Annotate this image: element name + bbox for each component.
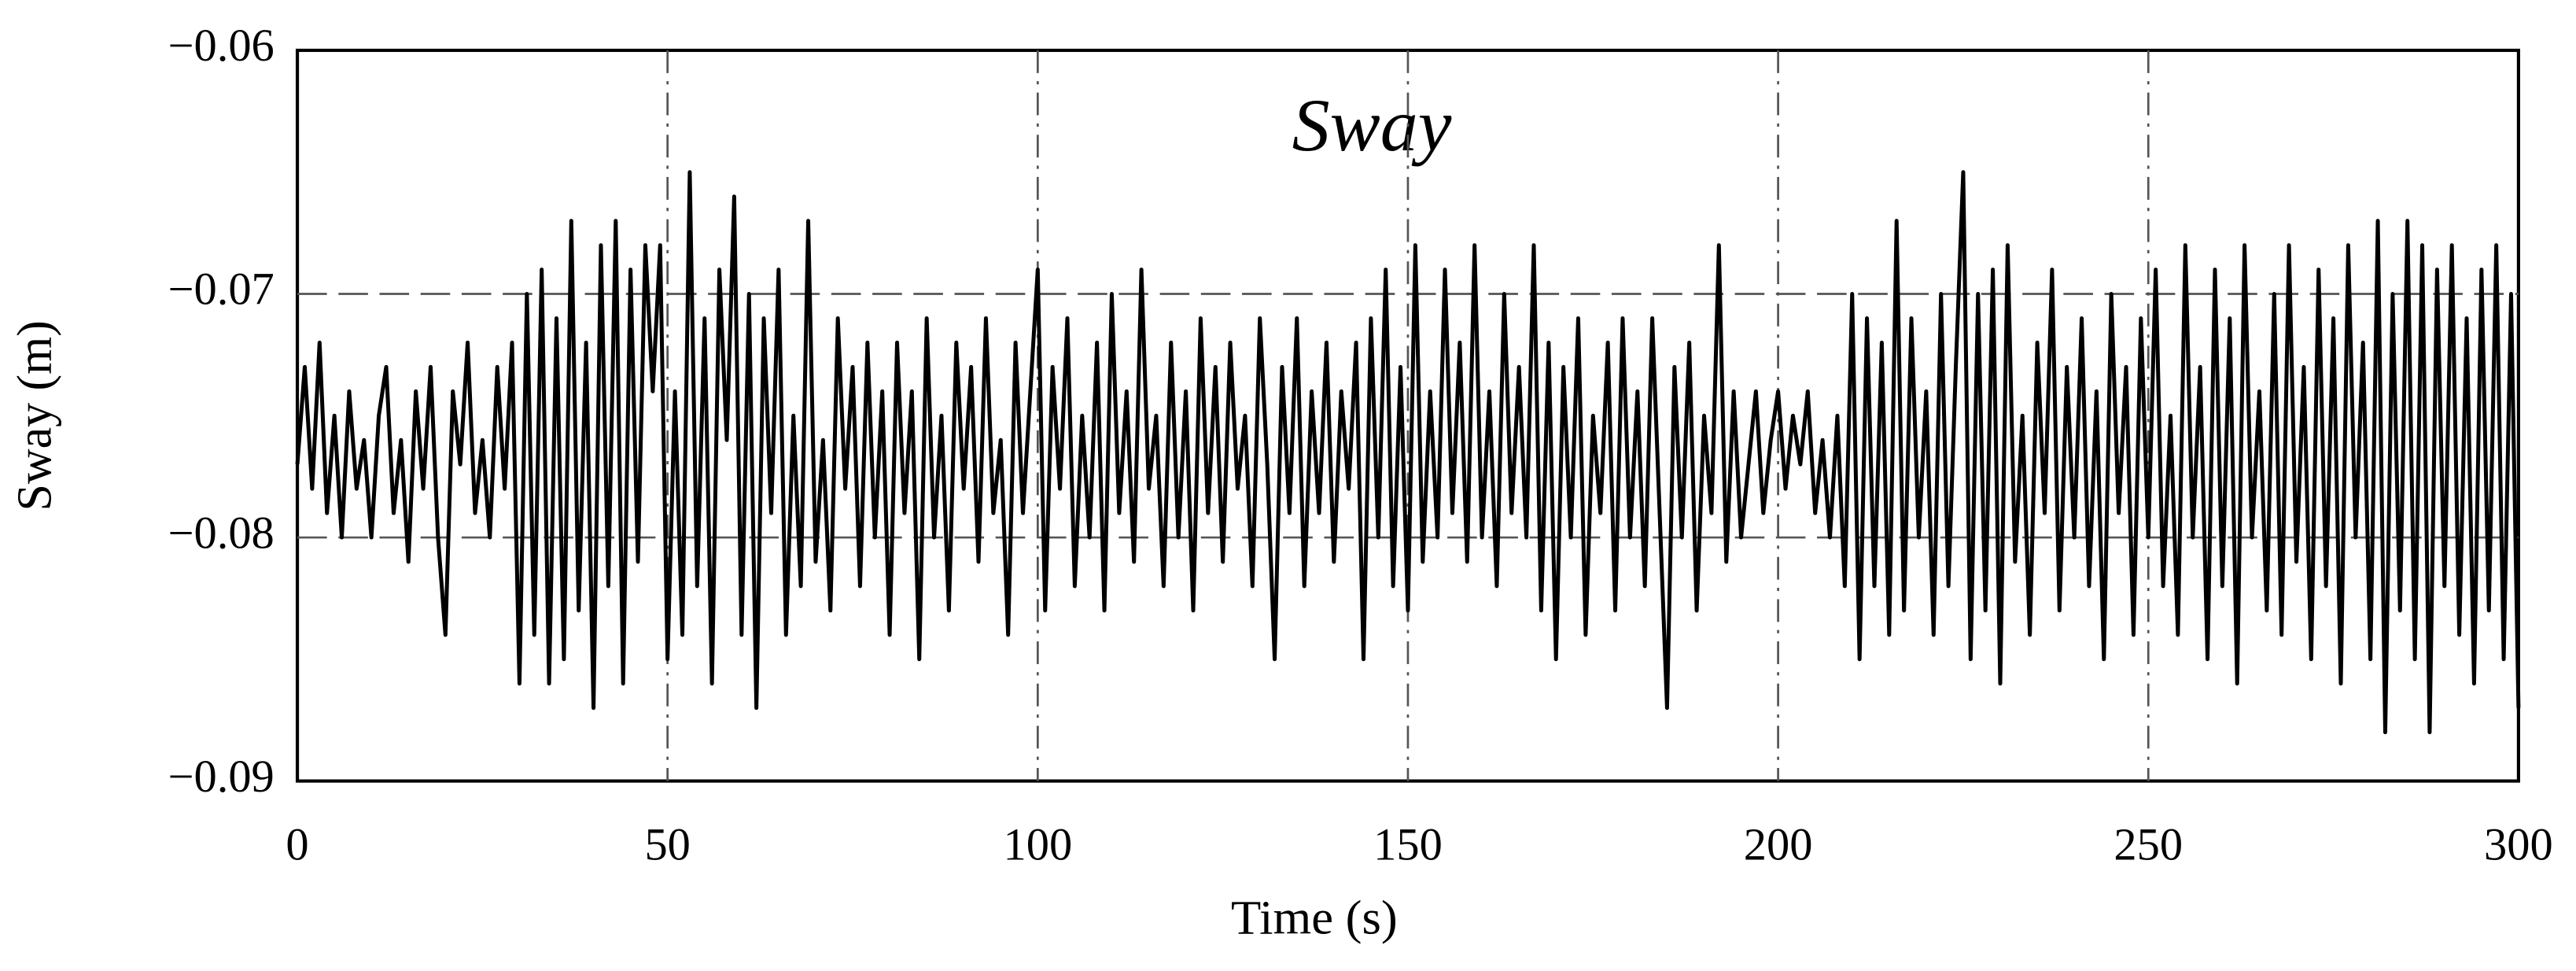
x-tick-label: 50 bbox=[644, 819, 690, 870]
x-tick-label: 0 bbox=[286, 819, 308, 870]
y-axis-label: Sway (m) bbox=[8, 320, 61, 511]
y-tick-label: −0.06 bbox=[168, 20, 274, 72]
y-tick-label: −0.07 bbox=[168, 264, 274, 315]
x-axis-label: Time (s) bbox=[1231, 892, 1398, 945]
x-tick-label: 100 bbox=[1003, 819, 1072, 870]
data-line bbox=[295, 170, 2521, 735]
y-tick-label: −0.09 bbox=[168, 751, 274, 802]
chart-title: Sway bbox=[1292, 84, 1452, 167]
x-tick-label: 150 bbox=[1373, 819, 1443, 870]
x-tick-label: 200 bbox=[1744, 819, 1813, 870]
x-tick-label: 300 bbox=[2484, 819, 2553, 870]
y-tick-label: −0.08 bbox=[168, 508, 274, 559]
x-tick-label: 250 bbox=[2113, 819, 2183, 870]
